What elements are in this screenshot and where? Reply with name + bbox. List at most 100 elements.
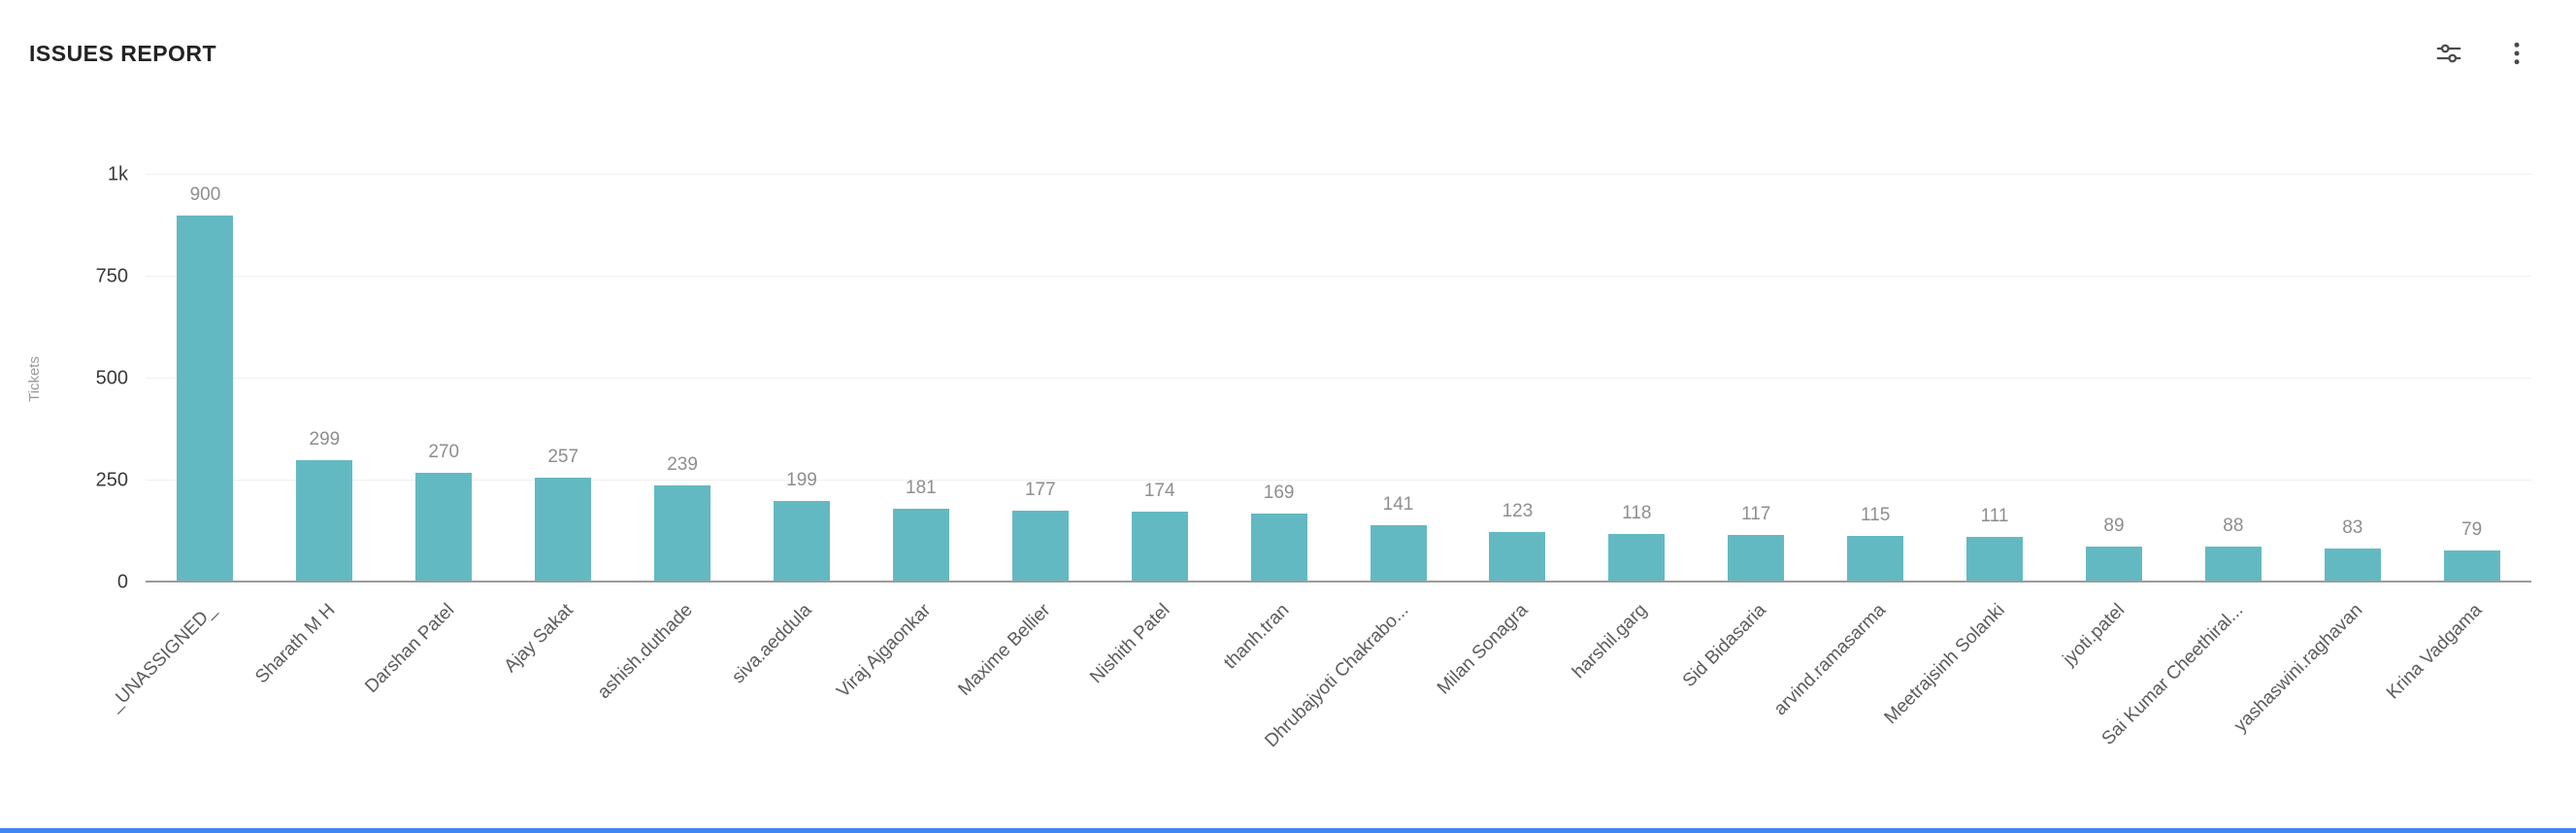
x-axis-label: Milan Sonagra	[1433, 600, 1533, 699]
bar-column: 199 siva.aeddula	[729, 175, 862, 687]
bar[interactable]	[177, 216, 234, 583]
bar[interactable]	[1131, 511, 1188, 583]
bar-value-label: 270	[428, 441, 460, 462]
bar-column: 89 jyoti.patel	[2055, 175, 2174, 670]
bar-value-label: 117	[1741, 503, 1771, 524]
bar[interactable]	[1608, 534, 1666, 583]
bar-value-label: 88	[2223, 516, 2244, 537]
bar-column: 299 Sharath M H	[251, 175, 384, 687]
bar-value-label: 89	[2103, 515, 2125, 536]
x-axis-label: Maxime Bellier	[954, 600, 1055, 700]
bar[interactable]	[2204, 547, 2262, 583]
x-axis-label: harshil.garg	[1569, 600, 1652, 683]
x-axis-label: thanh.tran	[1220, 600, 1294, 674]
bar-column: 115 arvind.ramasarma	[1770, 175, 1935, 719]
bar-value-label: 111	[1980, 506, 2009, 527]
bar-column: 177 Maxime Bellier	[955, 175, 1100, 700]
x-axis-label: Meetrajsinh Solanki	[1880, 600, 2009, 729]
bar-value-label: 257	[547, 447, 579, 468]
y-axis-title-wrap: Tickets	[0, 175, 68, 583]
bar-column: 174 Nishith Patel	[1086, 175, 1219, 687]
y-tick-label: 750	[95, 265, 128, 287]
bar-column: 239 ashish.duthade	[594, 175, 743, 703]
bar[interactable]	[2085, 546, 2142, 583]
bar[interactable]	[654, 484, 711, 583]
bar[interactable]	[1847, 535, 1904, 583]
bar[interactable]	[1489, 532, 1546, 583]
y-tick-label: 500	[95, 367, 128, 389]
x-axis-label: Viraj Ajgaonkar	[833, 600, 936, 702]
bar[interactable]	[1966, 537, 2024, 583]
bar[interactable]	[1728, 534, 1785, 583]
bar-column: 118 harshil.garg	[1569, 175, 1697, 683]
bar-column: 111 Meetrajsinh Solanki	[1881, 175, 2055, 728]
bar-column: 79 Krina Vadgama	[2383, 175, 2531, 703]
bar-value-label: 115	[1860, 504, 1891, 525]
x-axis-label: jyoti.patel	[2059, 600, 2129, 670]
bar-column: 257 Ajay Sakat	[501, 175, 623, 677]
bar[interactable]	[535, 478, 592, 583]
x-axis-label: _UNASSIGNED_	[104, 600, 220, 716]
x-axis-label: ashish.duthade	[593, 600, 697, 703]
bar-chart: Tickets 0 250 500 750 1k 900 _UNASSIGNED_ 299 S…	[25, 164, 2531, 751]
x-axis-label: Sharath M H	[250, 600, 340, 688]
x-axis-label: Darshan Patel	[361, 600, 459, 697]
x-axis-label: yashaswini.raghavan	[2230, 600, 2367, 737]
widget-header: ISSUES REPORT	[0, 0, 2576, 68]
bar[interactable]	[1250, 514, 1307, 583]
bar[interactable]	[2324, 549, 2381, 583]
bar-value-label: 118	[1622, 503, 1652, 524]
bar-value-label: 299	[309, 429, 341, 450]
bar-column: 123 Milan Sonagra	[1434, 175, 1577, 698]
bar-value-label: 174	[1143, 480, 1175, 501]
bars-layer: 900 _UNASSIGNED_ 299 Sharath M H 270 Darshan …	[105, 175, 2531, 751]
bar-column: 88 Sai Kumar Cheethiral...	[2098, 175, 2293, 750]
bar-value-label: 83	[2342, 517, 2363, 539]
bar[interactable]	[1370, 524, 1427, 583]
chart-settings-sliders-icon[interactable]	[2434, 39, 2463, 68]
bar-value-label: 169	[1263, 483, 1295, 504]
bar-column: 169 thanh.tran	[1219, 175, 1338, 673]
bar-value-label: 79	[2461, 518, 2483, 540]
x-axis-label: siva.aeddula	[728, 600, 816, 688]
bar-value-label: 239	[667, 453, 698, 475]
kebab-menu-icon[interactable]	[2502, 39, 2531, 68]
bar[interactable]	[892, 508, 949, 583]
bar-value-label: 141	[1382, 493, 1414, 515]
y-tick-label: 1k	[107, 163, 128, 185]
bar-column: 141 Dhrubajyoti Chakrabo...	[1261, 175, 1458, 751]
x-axis-line	[146, 581, 2531, 583]
bar-column: 83 yashaswini.raghavan	[2230, 175, 2412, 736]
bar-value-label: 123	[1502, 501, 1534, 522]
bar-column: 270 Darshan Patel	[361, 175, 504, 697]
x-axis-label: Ajay Sakat	[500, 600, 578, 678]
bar[interactable]	[1011, 510, 1069, 583]
bar-value-label: 199	[786, 470, 817, 491]
bar-value-label: 181	[906, 477, 937, 498]
bar[interactable]	[773, 501, 830, 583]
page-title: ISSUES REPORT	[29, 40, 217, 66]
x-axis-label: Krina Vadgama	[2383, 600, 2487, 704]
bar[interactable]	[415, 472, 473, 583]
plot-area: Tickets 0 250 500 750 1k 900 _UNASSIGNED_ 299 S…	[25, 164, 2531, 751]
y-tick-label: 0	[116, 571, 128, 593]
gridline	[146, 378, 2531, 379]
x-axis-label: Sid Bidasaria	[1679, 600, 1771, 692]
bar-value-label: 177	[1024, 479, 1056, 500]
bar-column: 181 Viraj Ajgaonkar	[834, 175, 980, 702]
y-tick-label: 250	[95, 469, 128, 491]
gridline	[146, 276, 2531, 277]
gridline	[146, 174, 2531, 175]
bar-column: 117 Sid Bidasaria	[1679, 175, 1816, 691]
x-axis-label: Nishith Patel	[1086, 600, 1174, 688]
y-axis-title: Tickets	[25, 355, 43, 402]
widget-bottom-accent-bar	[0, 828, 2576, 833]
bar-value-label: 900	[189, 184, 221, 205]
bar-column: 900 _UNASSIGNED_	[105, 175, 265, 716]
bar[interactable]	[296, 460, 353, 583]
header-actions	[2434, 39, 2531, 68]
bar[interactable]	[2443, 550, 2500, 583]
gridline	[146, 480, 2531, 481]
x-axis-label: arvind.ramasarma	[1769, 600, 1890, 720]
